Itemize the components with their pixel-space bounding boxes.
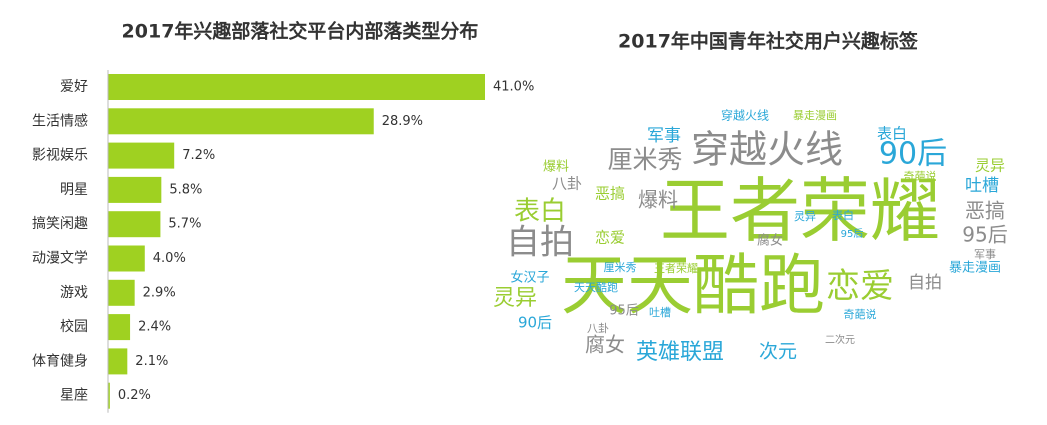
word: 灵异 xyxy=(493,286,537,311)
bar xyxy=(108,176,162,203)
word: 暴走漫画 xyxy=(793,108,837,122)
value-label: 7.2% xyxy=(182,148,215,163)
bar xyxy=(108,382,110,409)
word: 恋爱 xyxy=(595,229,625,247)
word: 天天酷跑 xyxy=(574,280,618,294)
word: 恋爱 xyxy=(826,267,894,307)
word: 自拍 xyxy=(506,223,574,263)
bar xyxy=(108,245,145,272)
chart-title: 2017年兴趣部落社交平台内部落类型分布 xyxy=(122,20,479,43)
word: 八卦 xyxy=(587,321,609,335)
word: 腐女 xyxy=(585,333,625,357)
category-label: 影视娱乐 xyxy=(32,148,88,164)
word: 厘米秀 xyxy=(607,145,682,174)
category-label: 生活情感 xyxy=(32,112,88,129)
word: 灵异 xyxy=(975,157,1005,175)
bar xyxy=(108,348,128,375)
bar xyxy=(108,279,135,306)
category-label: 星座 xyxy=(60,388,88,404)
word: 二次元 xyxy=(825,333,855,346)
word: 90后 xyxy=(518,314,552,332)
value-label: 2.1% xyxy=(135,354,168,369)
category-label: 动漫文学 xyxy=(32,251,88,267)
word: 奇葩说 xyxy=(904,169,937,183)
category-label: 明星 xyxy=(60,182,88,198)
value-label: 2.4% xyxy=(138,320,171,335)
word: 暴走漫画 xyxy=(949,261,1001,276)
word: 吐槽 xyxy=(649,306,671,319)
value-label: 5.8% xyxy=(169,182,202,197)
word: 95后 xyxy=(962,223,1007,247)
word: 厘米秀 xyxy=(604,261,637,274)
word: 恶搞 xyxy=(595,185,625,203)
word: 90后 xyxy=(879,137,947,172)
word: 军事 xyxy=(974,248,996,261)
word: 王者荣耀 xyxy=(660,170,940,252)
word: 爆料 xyxy=(638,188,678,212)
word: 腐女 xyxy=(757,233,783,249)
value-label: 28.9% xyxy=(382,114,423,129)
word: 女汉子 xyxy=(510,270,549,286)
word: 自拍 xyxy=(908,273,942,293)
word: 吐槽 xyxy=(965,176,999,196)
category-label: 搞笑闲趣 xyxy=(32,216,88,232)
chart-title: 2017年中国青年社交用户兴趣标签 xyxy=(618,30,919,53)
word: 奇葩说 xyxy=(844,307,877,321)
word: 灵异 xyxy=(794,210,816,223)
word: 王者荣耀 xyxy=(654,262,698,275)
word: 表白 xyxy=(877,125,907,143)
bar xyxy=(108,314,131,341)
word: 爆料 xyxy=(543,160,569,175)
category-label: 校园 xyxy=(60,318,88,335)
category-label: 游戏 xyxy=(60,285,88,301)
word: 恶搞 xyxy=(965,199,1005,223)
word: 表白 xyxy=(832,208,854,222)
word: 穿越火线 xyxy=(721,108,769,123)
value-label: 4.0% xyxy=(153,251,186,266)
bar xyxy=(108,142,175,169)
word: 95后 xyxy=(841,228,864,240)
value-label: 2.9% xyxy=(143,285,176,300)
category-label: 爱好 xyxy=(60,79,88,95)
word: 表白 xyxy=(514,197,566,227)
value-label: 0.2% xyxy=(118,388,151,403)
bar xyxy=(108,211,161,238)
word: 天天酷跑 xyxy=(561,247,825,324)
word: 95后 xyxy=(609,304,639,319)
category-label: 体育健身 xyxy=(32,353,88,369)
word: 八卦 xyxy=(552,175,582,193)
word: 穿越火线 xyxy=(691,128,843,172)
bar xyxy=(108,74,485,100)
value-label: 5.7% xyxy=(168,217,201,232)
word: 英雄联盟 xyxy=(636,340,724,365)
value-label: 41.0% xyxy=(493,80,534,95)
bar xyxy=(108,108,374,135)
word: 军事 xyxy=(647,126,681,146)
word: 次元 xyxy=(759,341,797,363)
